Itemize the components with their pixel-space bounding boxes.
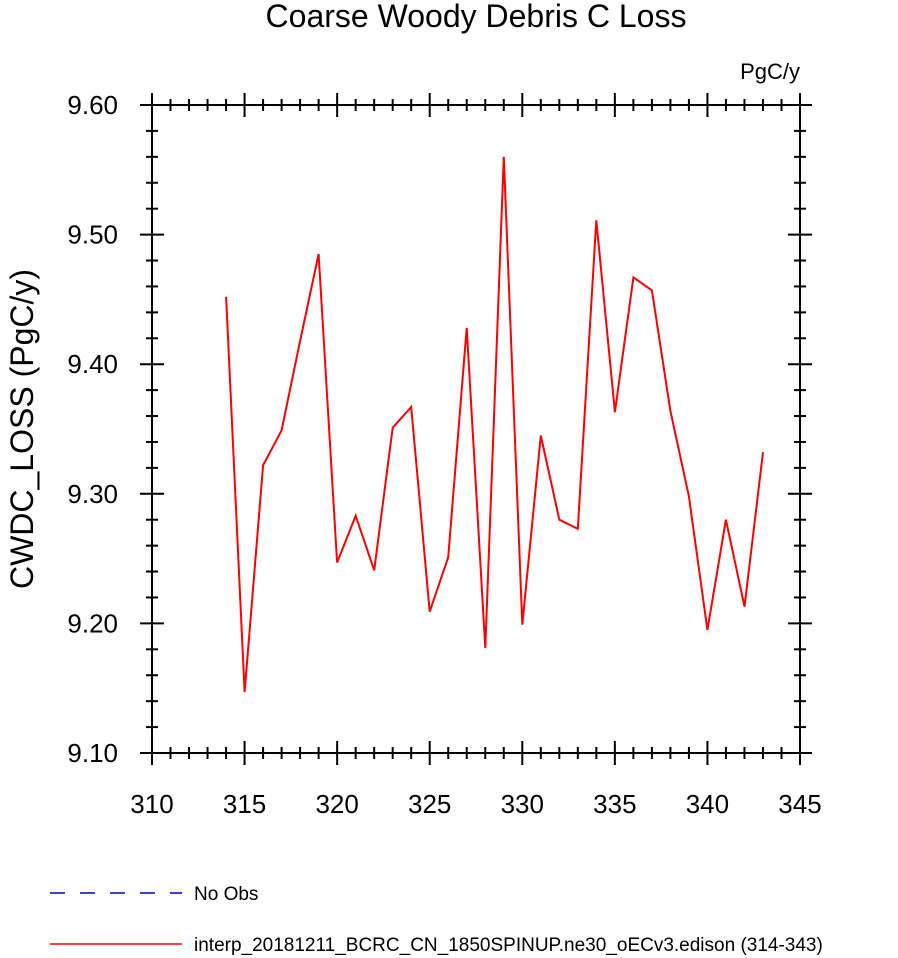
x-tick-label: 335 — [593, 789, 636, 819]
chart-title: Coarse Woody Debris C Loss — [266, 0, 687, 34]
legend-label-0: No Obs — [194, 884, 258, 905]
legend: No Obs interp_20181211_BCRC_CN_1850SPINUP… — [50, 884, 823, 956]
y-axis-tick-labels: 9.10 9.20 9.30 9.40 9.50 9.60 — [67, 90, 118, 768]
y-tick-label: 9.20 — [67, 608, 118, 638]
plot-frame — [151, 104, 801, 754]
x-tick-label: 310 — [130, 789, 173, 819]
y-axis-ticks — [140, 104, 812, 754]
units-label: PgC/y — [740, 59, 800, 84]
x-tick-label: 330 — [501, 789, 544, 819]
y-tick-label: 9.50 — [67, 220, 118, 250]
series-line-0 — [225, 156, 764, 693]
x-tick-label: 345 — [778, 789, 821, 819]
y-tick-label: 9.40 — [67, 349, 118, 379]
series-layer — [225, 156, 764, 693]
x-tick-label: 315 — [223, 789, 266, 819]
y-tick-label: 9.30 — [67, 479, 118, 509]
x-tick-label: 320 — [315, 789, 358, 819]
x-tick-label: 340 — [686, 789, 729, 819]
legend-label-1: interp_20181211_BCRC_CN_1850SPINUP.ne30_… — [194, 935, 823, 956]
y-tick-label: 9.10 — [67, 738, 118, 768]
x-tick-label: 325 — [408, 789, 451, 819]
x-axis-ticks — [151, 93, 801, 765]
y-tick-label: 9.60 — [67, 90, 118, 120]
y-axis-label: CWDC_LOSS (PgC/y) — [4, 269, 40, 589]
x-axis-tick-labels: 310 315 320 325 330 335 340 345 — [130, 789, 821, 819]
